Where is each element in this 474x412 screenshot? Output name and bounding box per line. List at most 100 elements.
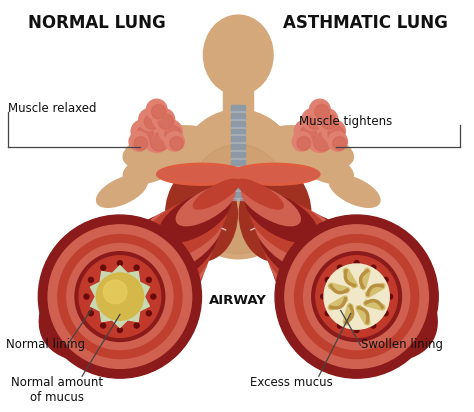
Ellipse shape (125, 203, 222, 276)
Bar (231, 110, 245, 112)
Text: ASTHMATIC LUNG: ASTHMATIC LUNG (283, 14, 448, 32)
Bar (231, 134, 245, 136)
Circle shape (337, 265, 342, 270)
Ellipse shape (272, 226, 420, 344)
Circle shape (144, 126, 170, 152)
Ellipse shape (250, 197, 335, 260)
Bar (231, 176, 245, 182)
Ellipse shape (108, 209, 218, 293)
Bar (231, 182, 245, 184)
Circle shape (292, 132, 311, 151)
Bar (231, 152, 245, 158)
Circle shape (118, 261, 122, 266)
Circle shape (388, 294, 392, 299)
Circle shape (159, 120, 182, 143)
Bar (231, 112, 245, 119)
Ellipse shape (157, 163, 246, 185)
Circle shape (103, 280, 127, 304)
Text: Muscle tightens: Muscle tightens (299, 115, 392, 128)
Circle shape (134, 137, 147, 150)
Circle shape (100, 323, 106, 328)
Ellipse shape (237, 179, 283, 209)
Ellipse shape (255, 203, 352, 276)
Bar (231, 129, 245, 134)
Circle shape (316, 256, 397, 337)
Circle shape (333, 137, 346, 150)
Text: AIRWAY: AIRWAY (210, 294, 267, 307)
Ellipse shape (241, 185, 300, 226)
Circle shape (58, 234, 182, 358)
Bar (231, 145, 245, 150)
Ellipse shape (165, 167, 237, 261)
Circle shape (328, 132, 347, 151)
Circle shape (151, 294, 156, 299)
Ellipse shape (266, 126, 354, 169)
Bar (231, 119, 245, 121)
Circle shape (146, 277, 151, 282)
Ellipse shape (97, 175, 147, 207)
Ellipse shape (189, 145, 288, 254)
Circle shape (170, 137, 183, 150)
Circle shape (337, 323, 342, 328)
Circle shape (146, 99, 167, 120)
Ellipse shape (159, 191, 231, 243)
Circle shape (321, 114, 337, 129)
Text: Normal lining: Normal lining (6, 338, 85, 351)
Text: Swollen lining: Swollen lining (361, 338, 443, 351)
Circle shape (328, 126, 344, 142)
Circle shape (307, 114, 323, 129)
Circle shape (312, 252, 401, 342)
Bar (231, 143, 245, 145)
Bar (231, 105, 245, 110)
Circle shape (275, 215, 438, 378)
Text: Normal amount
of mucus: Normal amount of mucus (11, 376, 103, 404)
Circle shape (304, 243, 410, 350)
Circle shape (295, 234, 419, 358)
Circle shape (146, 311, 151, 316)
Circle shape (75, 252, 165, 342)
Ellipse shape (259, 209, 369, 293)
Ellipse shape (142, 197, 227, 260)
Circle shape (297, 137, 310, 150)
Bar (231, 160, 245, 166)
Ellipse shape (123, 126, 210, 169)
Circle shape (150, 133, 168, 151)
Bar (231, 150, 245, 152)
Text: NORMAL LUNG: NORMAL LUNG (28, 14, 166, 32)
Bar (231, 168, 245, 174)
Circle shape (100, 265, 106, 270)
Circle shape (325, 311, 330, 316)
Circle shape (315, 104, 329, 119)
Circle shape (137, 126, 153, 142)
Circle shape (324, 264, 389, 329)
Ellipse shape (263, 215, 386, 310)
Bar (231, 184, 245, 190)
Circle shape (96, 273, 144, 320)
Circle shape (321, 294, 326, 299)
Ellipse shape (157, 166, 246, 182)
Circle shape (38, 215, 201, 378)
Circle shape (144, 114, 160, 129)
Polygon shape (91, 266, 149, 328)
Ellipse shape (296, 151, 353, 184)
Ellipse shape (173, 110, 303, 259)
Circle shape (383, 277, 388, 282)
Circle shape (354, 328, 359, 332)
Circle shape (354, 261, 359, 266)
Circle shape (139, 108, 161, 131)
Text: Excess mucus: Excess mucus (250, 376, 332, 389)
Circle shape (313, 133, 331, 151)
Circle shape (89, 311, 93, 316)
Text: Muscle relaxed: Muscle relaxed (8, 102, 96, 115)
Ellipse shape (203, 15, 273, 95)
Circle shape (152, 104, 166, 119)
Circle shape (84, 294, 89, 299)
Circle shape (165, 132, 184, 151)
Circle shape (300, 126, 316, 142)
Ellipse shape (230, 166, 320, 182)
Circle shape (118, 328, 122, 332)
Bar (223, 88, 253, 127)
Bar (231, 121, 245, 126)
Ellipse shape (73, 220, 209, 327)
Ellipse shape (39, 232, 201, 361)
